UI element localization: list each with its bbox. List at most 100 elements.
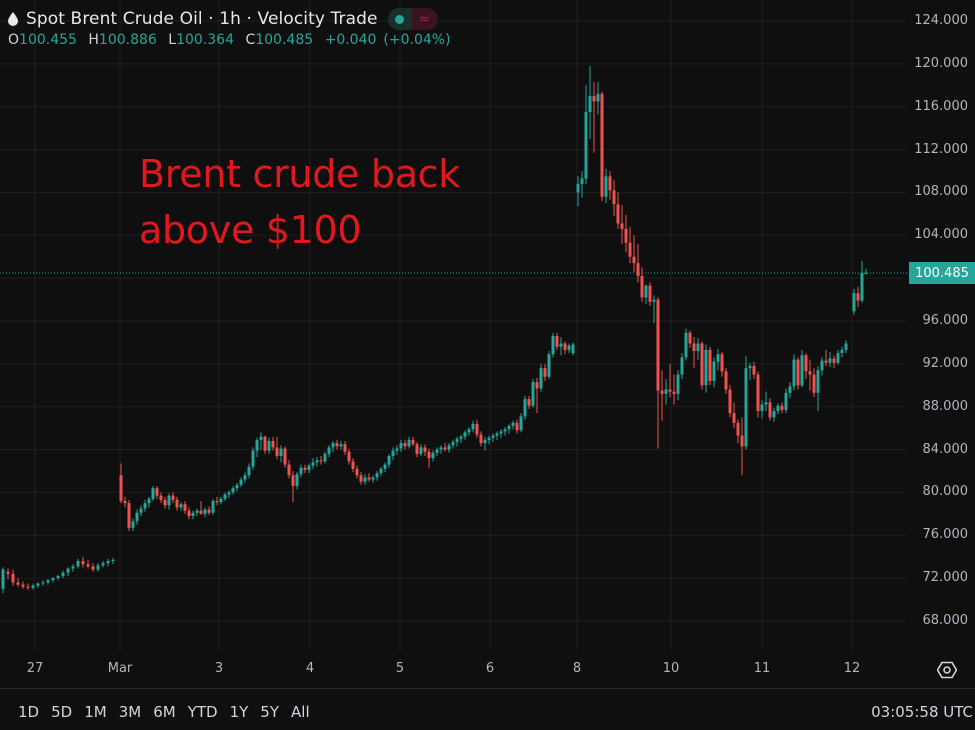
candle: [61, 570, 65, 579]
candle: [395, 445, 399, 455]
candle: [255, 437, 259, 458]
settings-hex-icon[interactable]: [937, 660, 957, 680]
candle: [732, 402, 736, 429]
candle: [491, 433, 495, 443]
utc-clock[interactable]: 03:05:58 UTC: [871, 703, 973, 721]
range-1d[interactable]: 1D: [18, 703, 40, 721]
candle: [559, 337, 563, 356]
candle: [96, 563, 100, 572]
close-label: C: [245, 32, 256, 48]
candle: [259, 432, 263, 450]
open-value: 100.455: [19, 32, 77, 48]
candle: [26, 583, 30, 590]
candle: [451, 439, 455, 449]
candle: [740, 417, 744, 476]
candle: [6, 568, 10, 580]
time-tick-label: 6: [485, 661, 495, 676]
candle: [495, 431, 499, 440]
candle: [503, 427, 507, 436]
candle: [588, 66, 592, 139]
candle: [439, 445, 443, 454]
candle: [195, 508, 199, 516]
status-pill[interactable]: ≈: [387, 8, 438, 30]
candle: [315, 457, 319, 467]
candle: [511, 420, 515, 430]
time-tick-label: 8: [572, 661, 582, 676]
annotation-line-2: above $100: [139, 208, 362, 252]
candle: [860, 261, 864, 303]
candle: [563, 341, 567, 355]
candle: [175, 496, 179, 511]
low-label: L: [168, 32, 177, 48]
candle: [644, 284, 648, 304]
range-ytd[interactable]: YTD: [187, 703, 218, 721]
symbol-title[interactable]: Spot Brent Crude Oil · 1h · Velocity Tra…: [26, 9, 378, 29]
close-value: 100.485: [255, 32, 314, 48]
price-tick-label: 72.000: [922, 570, 969, 586]
candle: [816, 366, 820, 411]
price-tick-label: 120.000: [914, 55, 968, 71]
candle: [539, 363, 543, 392]
candle: [592, 82, 596, 153]
candle: [427, 448, 431, 468]
candle: [319, 456, 323, 465]
candle: [163, 496, 167, 509]
candle: [852, 288, 856, 315]
candle: [507, 423, 511, 434]
candle: [431, 450, 435, 462]
time-tick-label: Mar: [107, 661, 133, 676]
price-tick-label: 116.000: [914, 98, 968, 114]
range-3m[interactable]: 3M: [118, 703, 142, 721]
range-all[interactable]: All: [291, 703, 310, 721]
candle: [471, 420, 475, 433]
candle: [463, 430, 467, 440]
time-tick-label: 3: [214, 661, 224, 676]
candle: [227, 490, 231, 498]
candle: [159, 492, 163, 504]
change-percent: (+0.04%): [383, 32, 451, 48]
time-tick-label: 27: [26, 661, 44, 676]
candle: [487, 435, 491, 445]
range-1m[interactable]: 1M: [84, 703, 107, 721]
range-6m[interactable]: 6M: [153, 703, 176, 721]
low-value: 100.364: [176, 32, 234, 48]
candle: [407, 436, 411, 449]
candle: [772, 407, 776, 422]
candle: [475, 419, 479, 438]
price-tick-label: 80.000: [922, 484, 969, 500]
candle: [327, 445, 331, 458]
candle: [71, 564, 75, 572]
candle: [271, 436, 275, 451]
candle: [792, 354, 796, 391]
candle: [339, 441, 343, 450]
range-5d[interactable]: 5D: [51, 703, 73, 721]
candle: [11, 569, 15, 586]
candle: [223, 492, 227, 501]
price-tick-label: 88.000: [922, 398, 969, 414]
candle: [652, 295, 656, 324]
market-open-dot-icon: [387, 8, 412, 30]
candle: [139, 505, 143, 516]
candle: [303, 464, 307, 474]
candle: [571, 342, 575, 356]
time-tick-label: 10: [662, 661, 680, 676]
range-5y[interactable]: 5Y: [260, 703, 280, 721]
change-value: +0.040: [324, 32, 377, 48]
candle: [596, 82, 600, 115]
candle: [263, 435, 267, 454]
candle: [515, 419, 519, 434]
candle: [151, 486, 155, 501]
candle: [399, 439, 403, 452]
chart-legend: Spot Brent Crude Oil · 1h · Velocity Tra…: [8, 6, 458, 48]
candle: [724, 368, 728, 394]
candle: [527, 396, 531, 409]
range-1y[interactable]: 1Y: [229, 703, 249, 721]
candle: [207, 506, 211, 515]
candle: [824, 349, 828, 366]
price-chart-canvas[interactable]: [0, 0, 975, 690]
candle: [335, 439, 339, 450]
candle: [708, 346, 712, 386]
candle: [435, 447, 439, 456]
high-value: 100.886: [98, 32, 157, 48]
candle: [499, 429, 503, 438]
